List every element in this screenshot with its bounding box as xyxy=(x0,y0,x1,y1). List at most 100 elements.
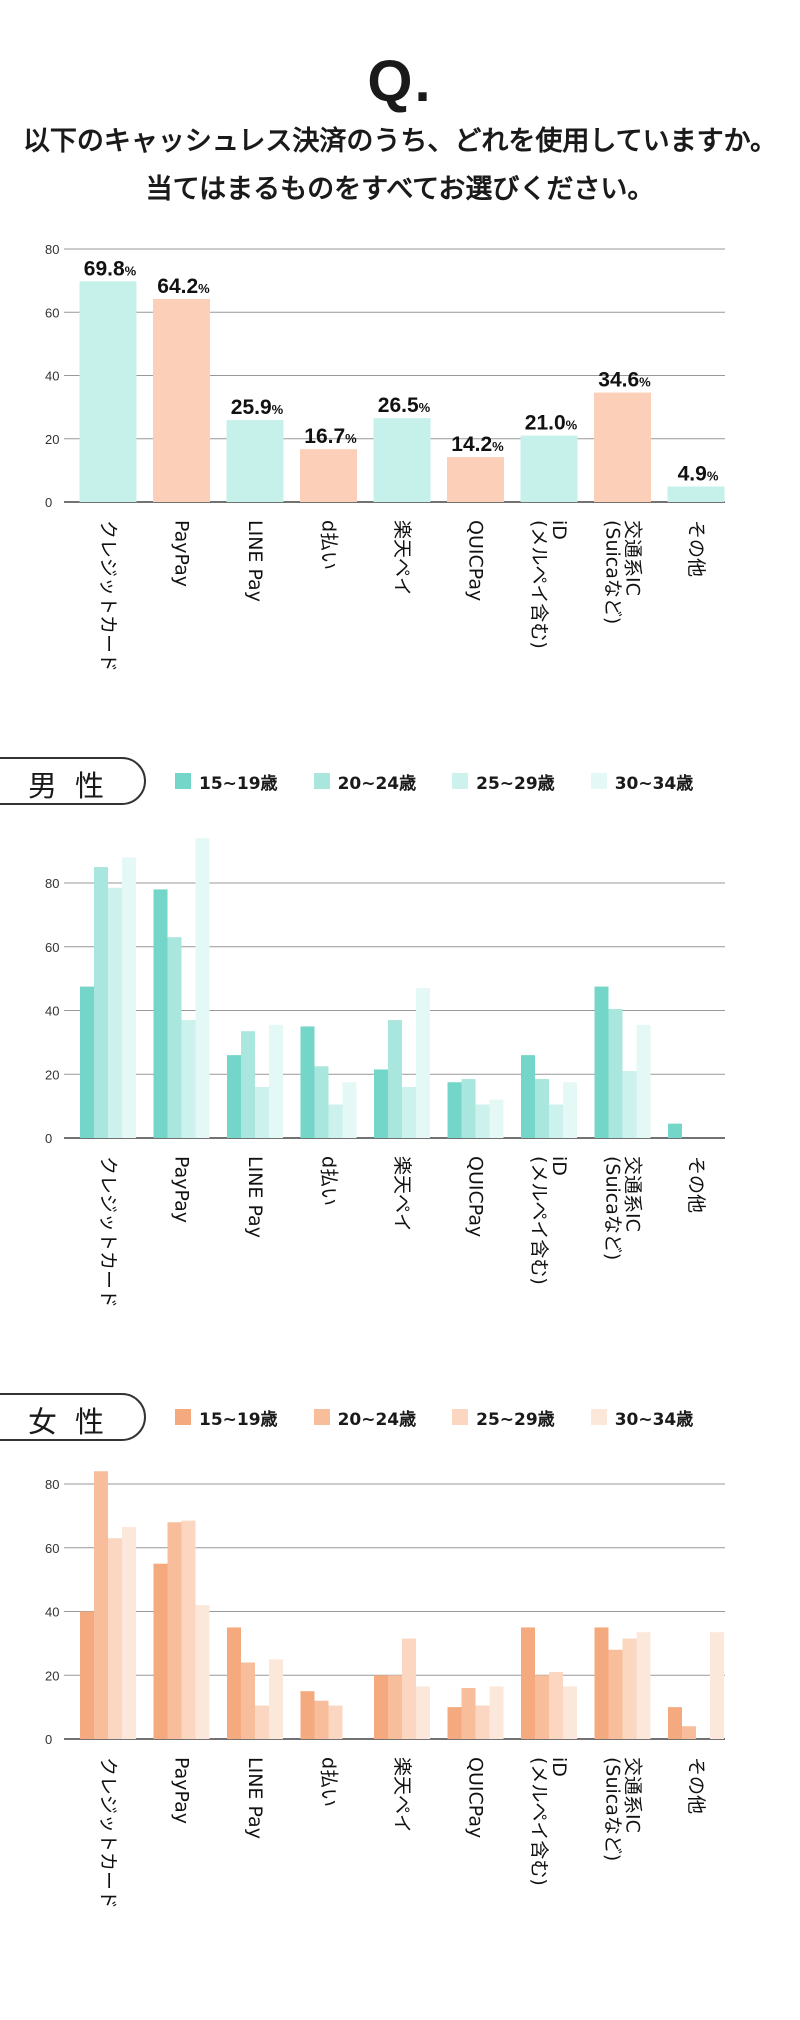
y-tick-label: 20 xyxy=(45,1067,59,1082)
female-bar xyxy=(314,1700,329,1739)
female-category-label: PayPay xyxy=(171,1757,193,1824)
overall-category-label: LINE Pay xyxy=(244,520,266,602)
male-legend-item-30-34: 30~34歳 xyxy=(590,769,693,794)
female-category-label: LINE Pay xyxy=(244,1757,266,1839)
y-tick-label: 80 xyxy=(45,1477,59,1492)
female-legend-label: 20~24歳 xyxy=(337,1409,417,1430)
male-category-label: QUICPay xyxy=(465,1156,487,1237)
female-bar xyxy=(668,1707,682,1739)
male-legend-swatch xyxy=(175,773,191,789)
female-legend-item-15-19: 15~19歳 xyxy=(175,1405,278,1430)
female-bar xyxy=(108,1538,122,1739)
y-tick-label: 20 xyxy=(45,432,59,447)
overall-bar xyxy=(226,420,284,502)
female-bar xyxy=(447,1707,462,1739)
male-usage-chart: 0 20 40 60 80 クレジットカード PayPay LINE Pay d払い 楽天ペイ QU… xyxy=(45,838,725,1308)
female-legend-label: 30~34歳 xyxy=(614,1409,694,1430)
y-tick-label: 40 xyxy=(45,369,59,384)
male-bar xyxy=(342,1082,357,1138)
female-bar xyxy=(255,1705,269,1739)
male-bar xyxy=(535,1079,549,1138)
female-usage-chart: 0 20 40 60 80 クレジットカード PayPay LINE Pay d払い 楽天ペイ QU… xyxy=(45,1471,725,1909)
male-bar xyxy=(255,1087,269,1138)
male-category-label: (メルペイ含む) xyxy=(528,1156,550,1285)
female-bar xyxy=(489,1686,504,1739)
female-bar xyxy=(563,1686,577,1739)
overall-category-label: PayPay xyxy=(171,520,193,587)
male-bar xyxy=(300,1026,315,1138)
female-category-label: iD xyxy=(548,1757,570,1777)
female-bar xyxy=(636,1632,651,1739)
male-bar xyxy=(269,1024,283,1138)
y-tick-label: 0 xyxy=(45,1732,52,1747)
female-category-label: (Suicaなど) xyxy=(602,1757,624,1861)
y-tick-label: 0 xyxy=(45,1131,52,1146)
male-bar xyxy=(636,1024,651,1138)
question-line-1: 以下のキャッシュレス決済のうち、どれを使用していますか。 xyxy=(22,126,778,157)
female-category-label: QUICPay xyxy=(465,1757,487,1838)
male-category-label: クレジットカード xyxy=(97,1156,119,1308)
male-category-label: PayPay xyxy=(171,1156,193,1223)
male-bar xyxy=(388,1020,402,1138)
male-bar xyxy=(153,889,168,1138)
y-tick-label: 0 xyxy=(45,495,52,510)
male-bar xyxy=(80,986,94,1138)
female-bar xyxy=(535,1675,549,1739)
male-bar xyxy=(563,1082,577,1138)
y-tick-label: 60 xyxy=(45,940,59,955)
overall-category-label: QUICPay xyxy=(465,520,487,601)
female-section-tag: 女性 xyxy=(0,1393,146,1441)
female-bar xyxy=(622,1638,637,1739)
female-legend-swatch xyxy=(452,1409,469,1425)
female-category-label: 楽天ペイ xyxy=(391,1757,413,1833)
y-tick-label: 60 xyxy=(45,1541,59,1556)
male-bar xyxy=(521,1055,535,1138)
female-bar xyxy=(181,1520,196,1739)
overall-value-label: 14.2% xyxy=(451,433,504,456)
female-legend-swatch xyxy=(313,1409,330,1425)
male-category-label: 楽天ペイ xyxy=(391,1156,413,1232)
female-bar xyxy=(608,1649,623,1739)
female-bar xyxy=(461,1688,476,1739)
overall-category-label: iD xyxy=(548,520,570,540)
male-legend-label: 25~29歳 xyxy=(476,773,555,794)
question-line-2: 当てはまるものをすべてお選びください。 xyxy=(145,174,655,205)
male-category-label: LINE Pay xyxy=(244,1156,266,1238)
overall-bar xyxy=(447,457,504,502)
female-category-label: d払い xyxy=(318,1757,340,1807)
male-legend-label: 20~24歳 xyxy=(337,773,417,794)
male-bar xyxy=(227,1055,241,1138)
female-category-label: その他 xyxy=(685,1757,707,1814)
female-bar xyxy=(195,1605,210,1739)
question-text: 以下のキャッシュレス決済のうち、どれを使用していますか。 当てはまるものをすべて… xyxy=(0,118,800,214)
male-legend-item-15-19: 15~19歳 xyxy=(175,769,278,794)
male-bar xyxy=(181,1020,196,1138)
male-bar xyxy=(195,838,210,1138)
y-tick-label: 80 xyxy=(45,242,59,257)
female-bar xyxy=(549,1672,563,1739)
overall-bar xyxy=(667,486,725,502)
male-bar xyxy=(622,1071,637,1138)
overall-bar xyxy=(373,418,431,502)
male-bar xyxy=(241,1031,255,1138)
male-bar xyxy=(402,1087,416,1138)
female-bar xyxy=(388,1675,402,1739)
female-category-label: (メルペイ含む) xyxy=(528,1757,550,1886)
overall-value-label: 69.8% xyxy=(84,257,137,280)
overall-category-label: クレジットカード xyxy=(97,520,119,672)
female-bar xyxy=(227,1627,241,1739)
male-bar xyxy=(122,857,136,1138)
female-legend-item-30-34: 30~34歳 xyxy=(590,1405,694,1430)
female-section-title: 女性 xyxy=(28,1405,123,1439)
male-bar xyxy=(489,1099,504,1138)
overall-bar xyxy=(79,281,137,502)
male-legend-item-25-29: 25~29歳 xyxy=(452,769,555,794)
female-legend-swatch xyxy=(590,1409,607,1425)
y-tick-label: 20 xyxy=(45,1668,59,1683)
female-bar xyxy=(153,1563,168,1739)
female-bar xyxy=(122,1527,136,1739)
male-legend-label: 15~19歳 xyxy=(199,773,278,794)
male-bar xyxy=(668,1123,682,1138)
male-bar xyxy=(475,1104,490,1138)
overall-bar xyxy=(594,392,651,502)
